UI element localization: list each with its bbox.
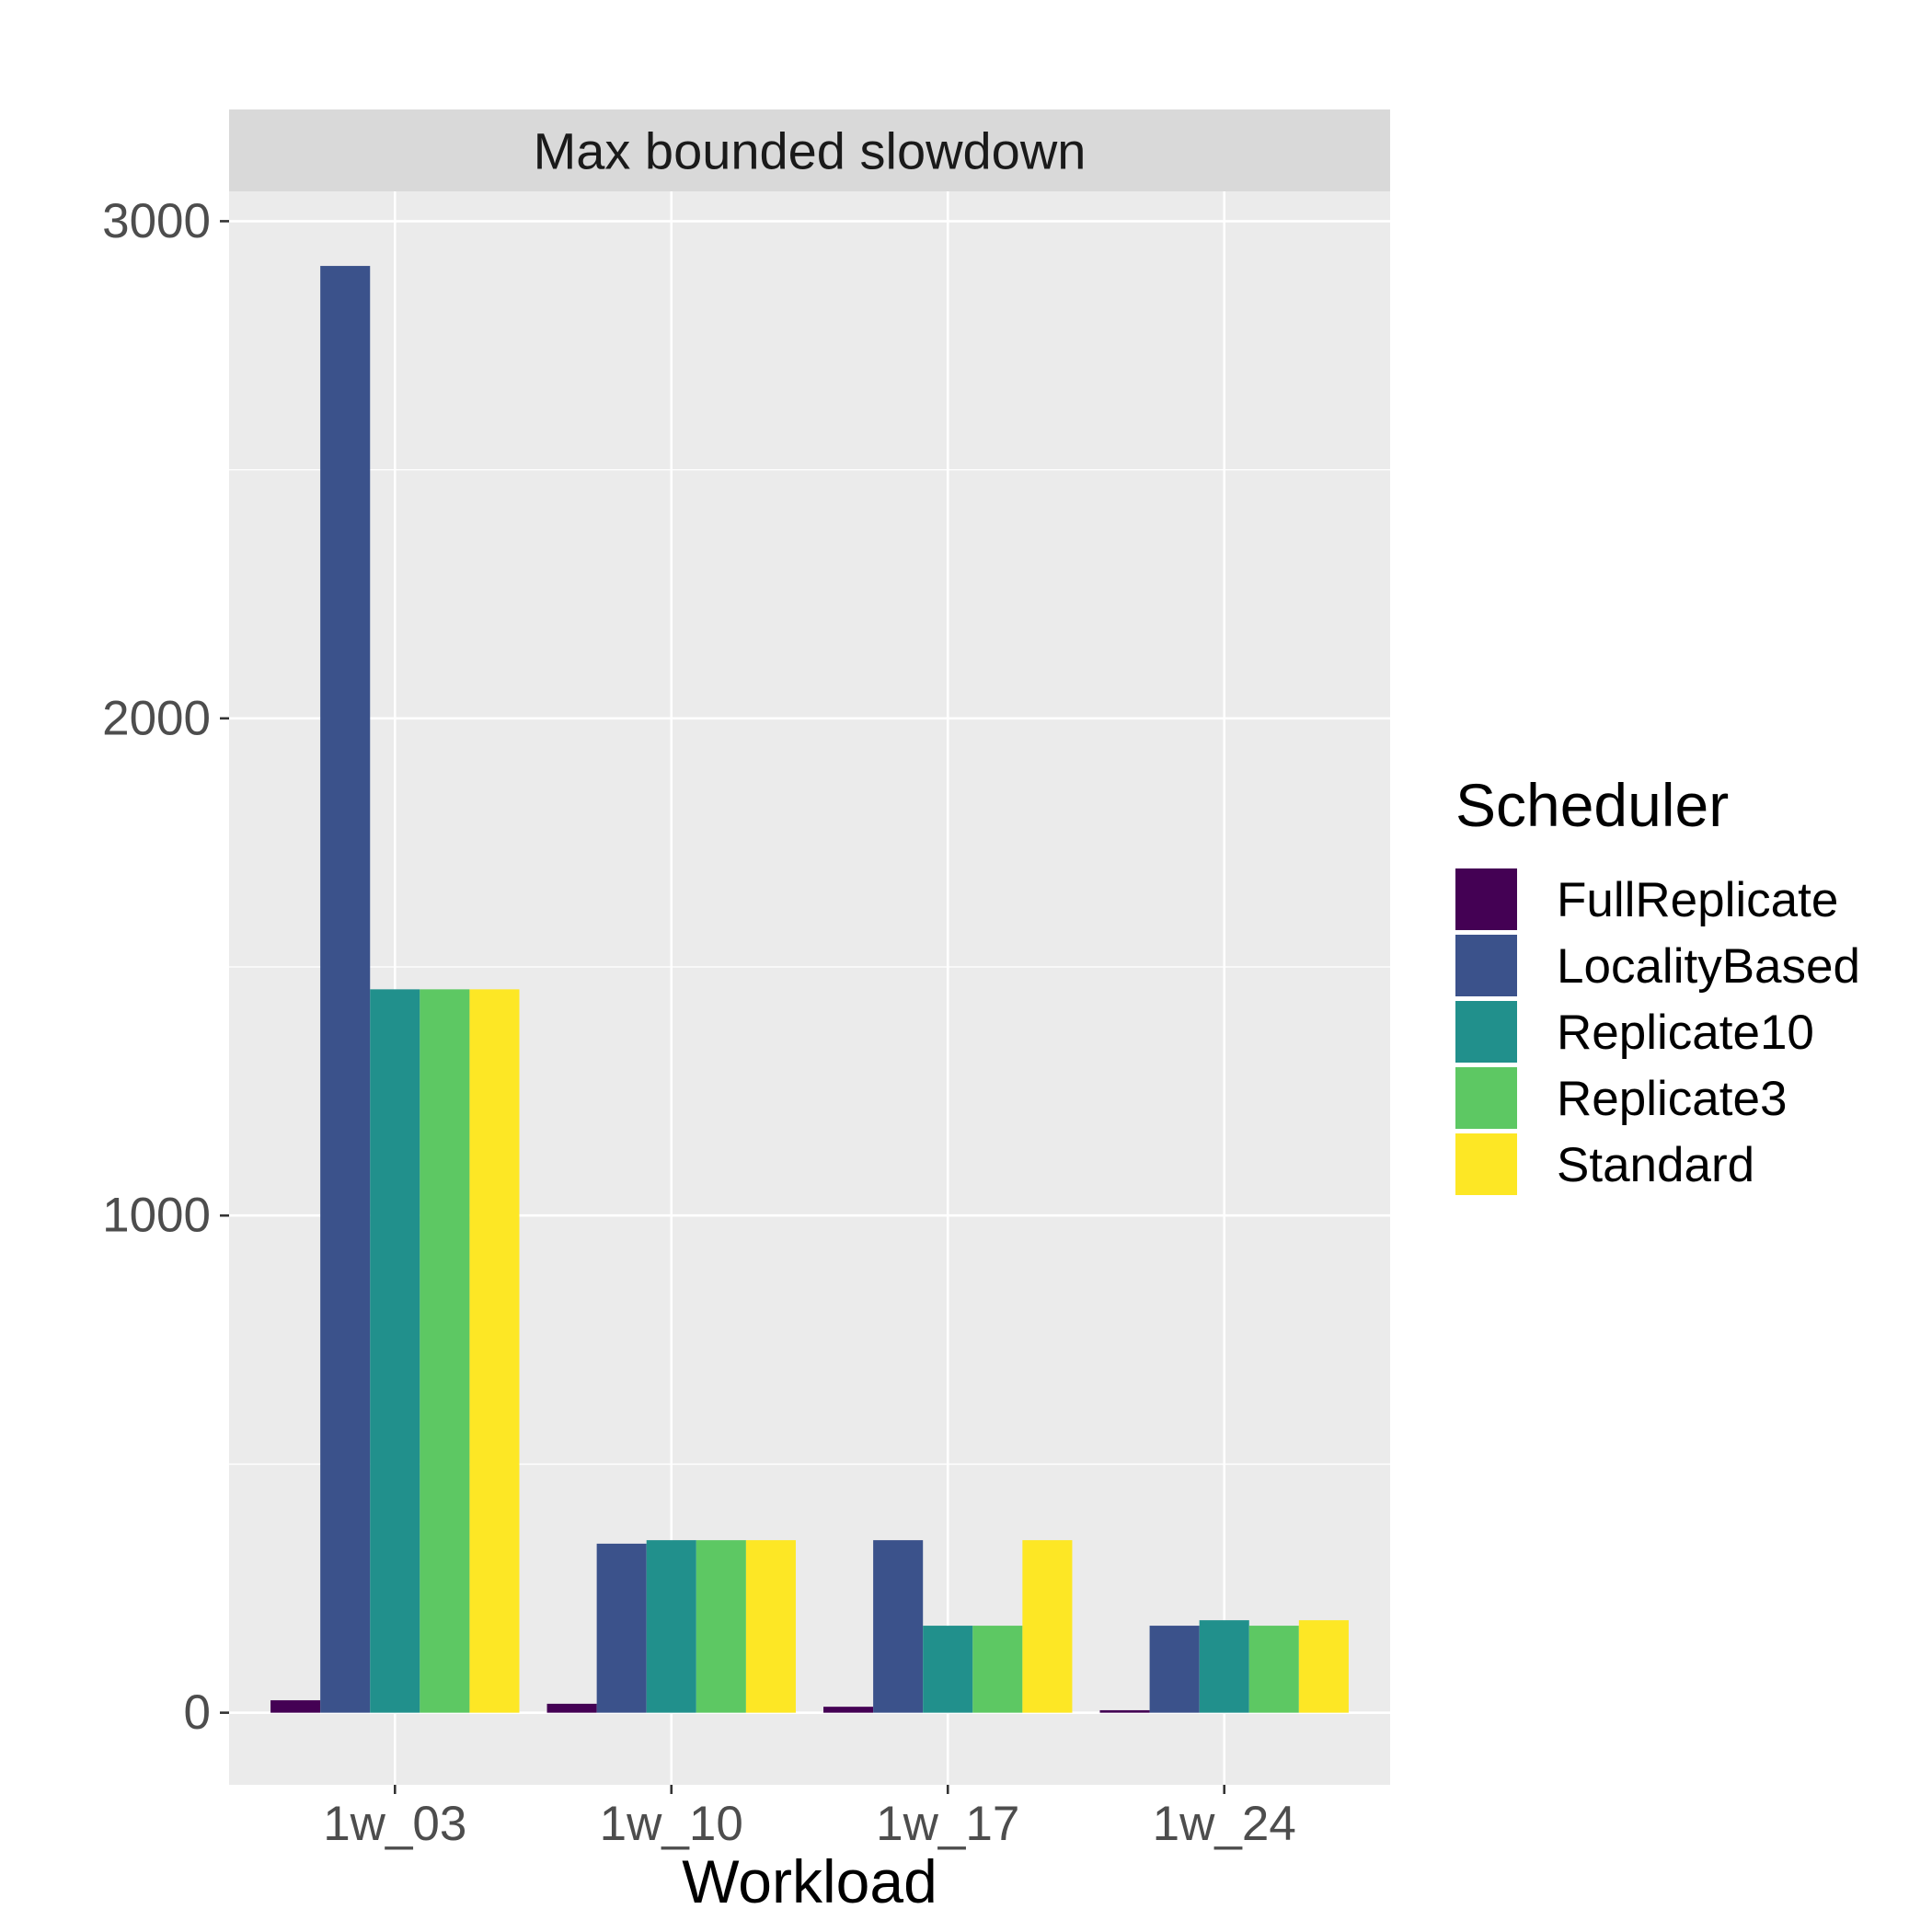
bar-localitybased-1w-03 xyxy=(320,266,371,1713)
y-tick-label: 3000 xyxy=(102,194,211,248)
legend-label-standard: Standard xyxy=(1557,1138,1754,1192)
legend-key-fullreplicate xyxy=(1455,868,1517,930)
legend-label-fullreplicate: FullReplicate xyxy=(1557,873,1838,927)
legend-key-localitybased xyxy=(1455,935,1517,996)
legend-label-localitybased: LocalityBased xyxy=(1557,939,1860,994)
bar-replicate10-1w-10 xyxy=(646,1540,696,1713)
bars xyxy=(270,266,1349,1713)
facet-title: Max bounded slowdown xyxy=(534,122,1087,180)
legend-key-replicate3 xyxy=(1455,1067,1517,1129)
y-tick-label: 2000 xyxy=(102,691,211,745)
bar-replicate10-1w-17 xyxy=(923,1626,973,1713)
x-tick-label: 1w_10 xyxy=(600,1797,743,1851)
legend-title: Scheduler xyxy=(1455,771,1729,839)
bar-fullreplicate-1w-17 xyxy=(823,1707,874,1713)
legend: Scheduler FullReplicate LocalityBased Repl… xyxy=(1455,771,1860,1195)
bar-localitybased-1w-10 xyxy=(596,1543,647,1713)
bar-replicate10-1w-03 xyxy=(370,989,420,1713)
bar-fullreplicate-1w-10 xyxy=(546,1703,597,1713)
bar-replicate3-1w-17 xyxy=(972,1626,1023,1713)
x-tick-label: 1w_24 xyxy=(1153,1797,1296,1851)
legend-key-replicate10 xyxy=(1455,1001,1517,1063)
legend-label-replicate3: Replicate3 xyxy=(1557,1072,1787,1126)
bar-replicate3-1w-10 xyxy=(696,1540,746,1713)
y-tick-label: 0 xyxy=(184,1685,211,1740)
legend-key-standard xyxy=(1455,1133,1517,1195)
bar-replicate3-1w-24 xyxy=(1248,1626,1299,1713)
bar-fullreplicate-1w-24 xyxy=(1099,1709,1150,1713)
legend-label-replicate10: Replicate10 xyxy=(1557,1006,1814,1060)
x-tick-label: 1w_03 xyxy=(323,1797,466,1851)
bar-localitybased-1w-24 xyxy=(1149,1626,1200,1713)
bar-localitybased-1w-17 xyxy=(873,1540,924,1713)
y-tick-label: 1000 xyxy=(102,1189,211,1243)
bar-standard-1w-10 xyxy=(745,1540,796,1713)
bar-standard-1w-17 xyxy=(1022,1540,1073,1713)
bar-standard-1w-24 xyxy=(1298,1620,1349,1713)
x-axis-title: Workload xyxy=(682,1847,937,1915)
bar-fullreplicate-1w-03 xyxy=(270,1700,321,1713)
bar-standard-1w-03 xyxy=(469,989,520,1713)
bar-replicate3-1w-03 xyxy=(420,989,470,1713)
legend-items: FullReplicate LocalityBased Replicate10 Rep… xyxy=(1455,868,1860,1195)
x-tick-label: 1w_17 xyxy=(876,1797,1019,1851)
x-axis: 1w_03 1w_10 1w_17 1w_24 xyxy=(323,1785,1296,1851)
bar-replicate10-1w-24 xyxy=(1199,1620,1249,1713)
facet-strip xyxy=(229,109,1390,191)
y-axis: 0 1000 2000 3000 xyxy=(102,194,229,1740)
